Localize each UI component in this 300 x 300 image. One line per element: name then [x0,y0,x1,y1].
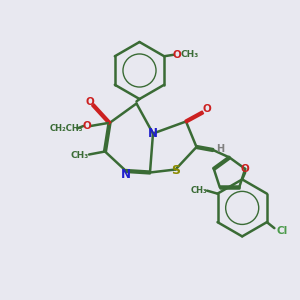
Text: O: O [82,121,91,131]
Text: N: N [148,127,158,140]
Text: CH₃: CH₃ [190,186,207,195]
Text: N: N [121,168,131,181]
Text: CH₃: CH₃ [70,152,88,160]
Text: S: S [172,164,181,177]
Text: O: O [202,104,211,115]
Text: CH₂CH₃: CH₂CH₃ [49,124,83,134]
Text: H: H [216,143,225,154]
Text: O: O [85,97,94,107]
Text: CH₃: CH₃ [180,50,199,59]
Text: O: O [241,164,250,174]
Text: O: O [172,50,181,60]
Text: Cl: Cl [277,226,288,236]
